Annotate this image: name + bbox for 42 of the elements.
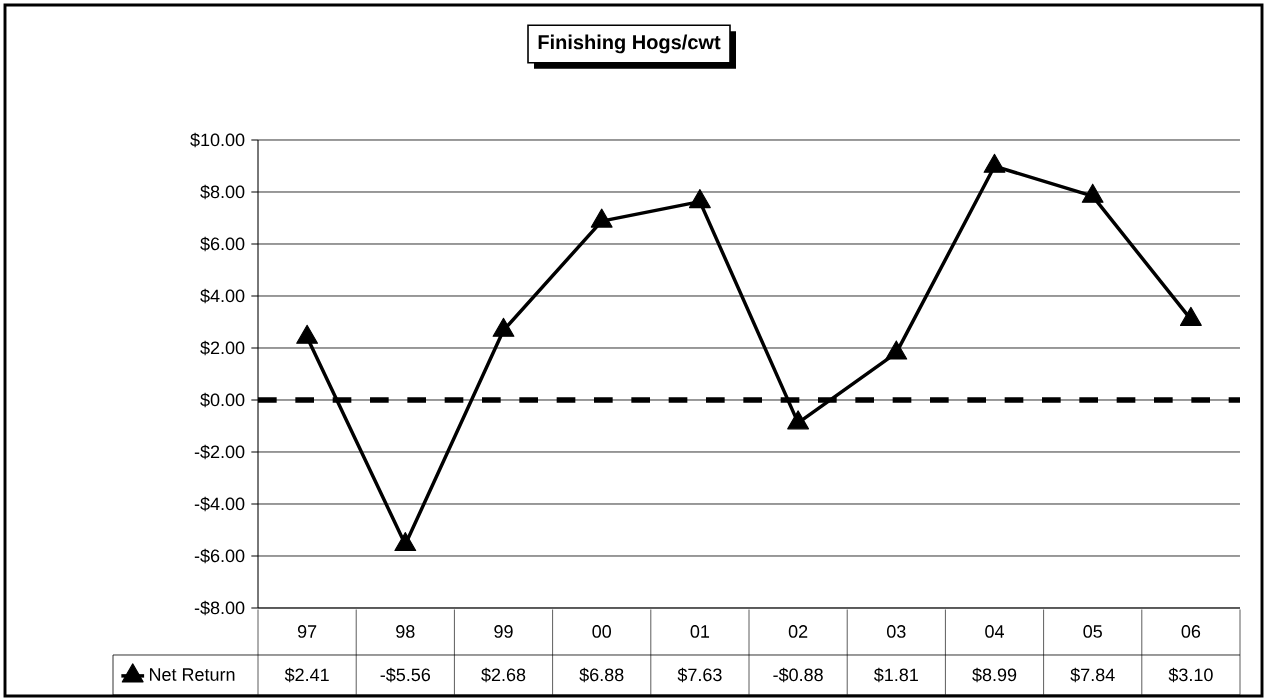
x-tick-label: 04 — [985, 625, 1004, 638]
x-tick-label: 01 — [690, 625, 710, 638]
point — [394, 532, 417, 552]
point — [885, 340, 908, 360]
point — [787, 410, 810, 430]
chart-title: Finishing Hogs/cwt — [538, 34, 721, 54]
point — [688, 189, 711, 209]
data-label: $3.10 — [1168, 667, 1213, 683]
y-tick-label: $6.00 — [200, 236, 245, 252]
y-tick-label: $0.00 — [200, 392, 245, 408]
x-tick-label: 02 — [788, 625, 808, 638]
y-tick-label: -$8.00 — [194, 600, 245, 616]
data-label: $6.88 — [579, 667, 624, 683]
point — [1179, 306, 1202, 326]
y-tick-label: $8.00 — [200, 184, 245, 200]
y-tick-label: $10.00 — [190, 132, 245, 148]
data-label: -$5.56 — [380, 667, 431, 683]
y-tick-label: -$2.00 — [194, 444, 245, 460]
point — [983, 153, 1006, 173]
x-tick-label: 99 — [494, 625, 513, 638]
point — [492, 317, 515, 337]
y-tick-label: -$4.00 — [194, 496, 245, 512]
data-label: $8.99 — [972, 667, 1017, 683]
data-label: $7.63 — [677, 667, 722, 683]
x-tick-label: 03 — [887, 625, 906, 638]
x-tick-label: 06 — [1181, 625, 1201, 638]
data-label: $7.84 — [1070, 667, 1115, 683]
y-tick-label: -$6.00 — [194, 548, 245, 564]
x-tick-label: 98 — [396, 625, 415, 638]
data-label: $2.41 — [284, 667, 329, 683]
point — [296, 324, 319, 344]
x-tick-label: 00 — [592, 625, 612, 638]
x-tick-label: 05 — [1083, 625, 1102, 638]
data-label: $2.68 — [481, 667, 526, 683]
data-label: $1.81 — [873, 667, 918, 683]
y-tick-label: $4.00 — [200, 288, 245, 304]
data-label: -$0.88 — [773, 667, 823, 683]
y-tick-label: $2.00 — [200, 340, 245, 356]
point — [590, 208, 613, 228]
legend-label: Net Return — [149, 668, 235, 681]
x-tick-label: 97 — [297, 625, 317, 638]
point — [1081, 183, 1104, 203]
